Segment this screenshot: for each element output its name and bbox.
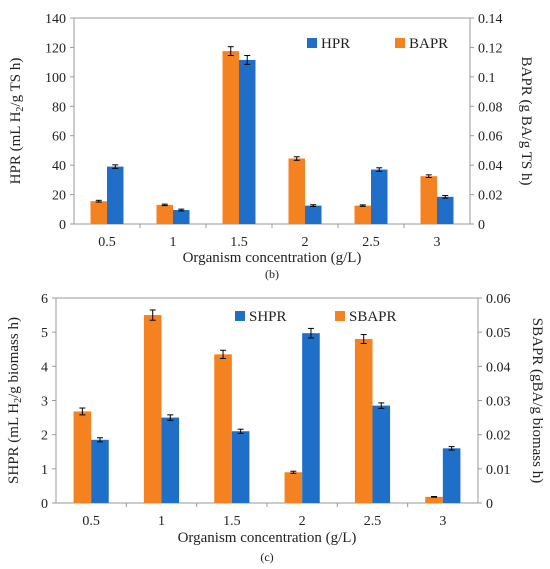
y-axis-title: SHPR (mL H2/g biomass h) [6,317,24,484]
legend-swatch-shpr [235,311,245,321]
y-axis-title-main: HPR (mL H [8,111,24,184]
bar-sbapr [73,411,92,503]
legend-swatch-hpr [307,38,317,48]
bar-hpr [305,205,322,224]
x-tick-label: 2 [299,514,306,529]
legend-label-sbapr: SBAPR [349,309,397,325]
y-tick-label: 2 [41,429,48,444]
y2-tick-label: 0.04 [478,159,503,174]
y-tick-label: 140 [45,12,66,27]
x-tick-label: 2.5 [364,514,382,529]
y-tick-label: 80 [52,100,66,115]
bar-bapr [90,201,107,224]
chart-b: 0 20 40 60 80 100 120 140 0 0.02 0.04 0.06 0.08 0.1 0.… [8,12,534,281]
x-tick-label: 3 [439,514,446,529]
y-axis-title: HPR (mL H2/g TS h) [8,58,26,185]
bar-hpr [239,59,256,224]
y-axis-title-main: SHPR (mL H [6,403,22,484]
y2-tick-label: 0.06 [478,130,503,145]
chart-caption: (b) [265,267,279,281]
legend-label-shpr: SHPR [249,309,287,325]
y2-tick-label: 0.14 [478,12,503,27]
y2-tick-label: 0.1 [478,71,496,86]
legend-label-hpr: HPR [321,36,350,52]
x-tick-label: 1 [158,514,165,529]
plot-frame [55,297,479,504]
legend-swatch-bapr [395,38,405,48]
y2-tick-label: 0 [478,218,485,233]
legend-label-bapr: BAPR [409,36,448,52]
bar-shpr [161,417,180,503]
x-tick-label: 1.5 [230,235,248,250]
bar-sbapr [214,354,232,503]
x-tick-label: 1.5 [223,514,241,529]
x-axis-title: Organism concentration (g/L) [183,250,362,266]
x-tick-label: 0.5 [82,514,100,529]
bar-bapr [288,158,305,224]
x-axis-title: Organism concentration (g/L) [178,530,357,546]
bar-sbapr [143,315,162,503]
bar-shpr [91,439,109,503]
legend-swatch-sbapr [335,311,345,321]
y2-tick-label: 0.06 [486,292,511,307]
bar-hpr [107,166,124,224]
y-tick-label: 3 [41,395,48,410]
bar-sbapr [425,496,443,503]
y2-axis-title: SBAPR (gBA/g biomass h) [529,318,545,483]
y2-tick-label: 0.01 [486,463,511,478]
y2-tick-label: 0.05 [486,326,511,341]
y2-tick-label: 0.02 [486,429,511,444]
y-tick-label: 40 [52,159,66,174]
y-axis-title-tail: /g biomass h) [6,317,22,398]
bar-shpr [231,431,250,503]
y-tick-label: 60 [52,130,66,145]
y-axis-title-sub: 2 [15,107,26,112]
y-tick-label: 1 [41,463,48,478]
y-tick-label: 120 [45,41,66,56]
y-tick-label: 100 [45,71,66,86]
y-tick-label: 0 [59,218,66,233]
bar-bapr [156,204,173,224]
bar-hpr [437,196,454,224]
chart-caption: (c) [260,550,273,564]
bar-bapr [354,205,371,224]
bar-shpr [302,333,320,503]
y2-tick-label: 0.03 [486,395,511,410]
bar-sbapr [284,472,303,503]
x-tick-label: 2 [302,235,309,250]
y2-tick-label: 0.04 [486,360,511,375]
y2-tick-label: 0 [486,497,493,512]
y-tick-label: 6 [41,292,48,307]
y-tick-label: 20 [52,189,66,204]
y-axis-title-tail: /g TS h) [8,58,24,107]
y2-tick-label: 0.08 [478,100,503,115]
y-tick-label: 0 [41,497,48,512]
x-tick-label: 3 [434,235,441,250]
bar-bapr [420,176,437,224]
x-tick-label: 2.5 [362,235,380,250]
y2-tick-label: 0.12 [478,41,503,56]
y-tick-label: 4 [41,360,48,375]
bar-sbapr [354,339,373,503]
bar-shpr [442,448,461,503]
bar-shpr [372,405,391,503]
bar-hpr [173,210,190,224]
y-tick-label: 5 [41,326,48,341]
y2-axis-title: BAPR (g BA/g TS h) [518,57,534,186]
bar-bapr [222,51,239,224]
bar-hpr [371,169,388,224]
x-tick-label: 1 [170,235,177,250]
chart-c: 0 1 2 3 4 5 6 0 0.01 0.02 0.03 0.04 0.05 0.06 0.5 1 1.5 2… [6,292,545,564]
y-axis-title-sub: 2 [13,398,24,403]
y2-tick-label: 0.02 [478,189,503,204]
x-tick-label: 0.5 [98,235,116,250]
